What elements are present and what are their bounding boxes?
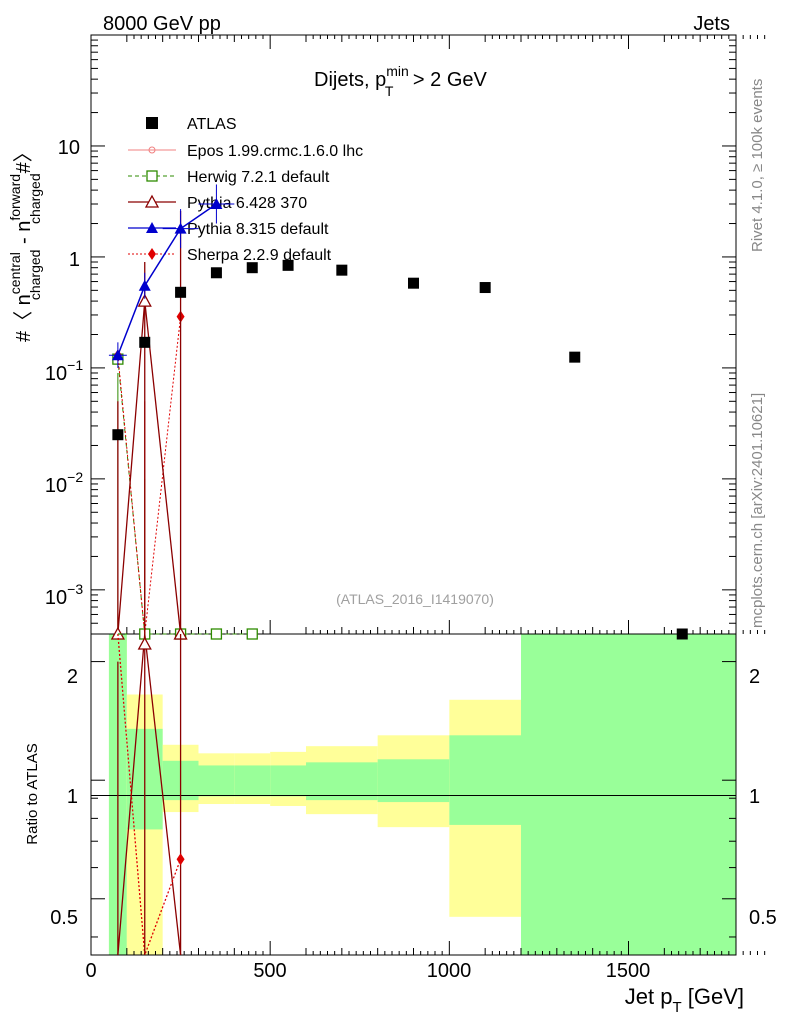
legend-marker-pythia8	[146, 222, 158, 233]
rivet-label: Rivet 4.1.0, ≥ 100k events	[749, 79, 766, 252]
legend-marker-herwig	[146, 170, 158, 182]
atlas-point-8	[479, 282, 491, 294]
sherpa-line	[117, 316, 182, 635]
pythia6-point-1	[137, 293, 152, 307]
herwig-line	[117, 359, 253, 635]
header-right: Jets	[693, 13, 730, 35]
xaxis-label: Jet pT [GeV]	[625, 984, 744, 1016]
legend-marker-pythia6	[144, 194, 160, 208]
ratio-ytick-right-2: 2	[749, 666, 760, 688]
ytick-1e-3: 10−3	[45, 581, 83, 609]
ratio-ytick-2: 2	[67, 666, 78, 688]
atlas-point-2	[175, 286, 187, 298]
ratio-band-green-9	[521, 634, 736, 955]
legend-marker-atlas	[146, 117, 158, 129]
ratio-pythia6-point-1	[137, 636, 152, 650]
ratio-band-green-5	[270, 765, 306, 797]
ytick-10: 10	[58, 137, 80, 159]
pythia8-point-0	[111, 349, 124, 361]
xtick-500: 500	[253, 960, 286, 982]
ytick-1e-1: 10−1	[45, 357, 83, 385]
legend-label-atlas: ATLAS	[187, 116, 237, 133]
ratio-band-green-7	[377, 759, 450, 803]
atlas-point-9	[569, 351, 581, 363]
legend-marker-epos	[148, 146, 156, 154]
atlas-point-7	[408, 277, 419, 289]
ratio-ytick-1: 1	[67, 786, 78, 808]
atlas-point-6	[336, 264, 348, 276]
ratio-bands	[108, 634, 736, 955]
legend-marker-sherpa	[148, 248, 156, 260]
ratio-band-green-6	[306, 762, 378, 801]
ratio-band-green-3	[198, 765, 235, 797]
pythia8-line	[117, 203, 217, 356]
legend-label-pythia8: Pythia 8.315 default	[187, 221, 329, 238]
ratio-band-green-8	[449, 735, 521, 825]
atlas-point-10	[676, 628, 688, 640]
header-left: 8000 GeV pp	[103, 13, 221, 35]
ratio-ytick-0.5: 0.5	[50, 907, 78, 929]
ratio-band-green-4	[234, 765, 271, 797]
atlas-point-3	[210, 267, 222, 279]
atlas-point-5	[282, 259, 294, 271]
main-ylabel: #〈 ncentral charged - nforward charged#〉	[7, 142, 43, 342]
ratio-ytick-right-0.5: 0.5	[749, 907, 777, 929]
atlas-point-4	[246, 262, 258, 274]
legend-label-sherpa: Sherpa 2.2.9 default	[187, 247, 332, 264]
main-ytick-labels: 10−3 10−2 10−1 1 10	[45, 137, 83, 609]
pythia6-line	[117, 301, 182, 635]
herwig-point-3	[210, 628, 223, 640]
xtick-1000: 1000	[427, 960, 472, 982]
pythia8-point-2	[174, 222, 187, 234]
ytick-1: 1	[69, 249, 80, 271]
ratio-sherpa-point-2	[176, 853, 185, 866]
analysis-watermark: (ATLAS_2016_I1419070)	[336, 591, 494, 607]
atlas-point-1	[139, 336, 151, 348]
ytick-1e-2: 10−2	[45, 469, 83, 497]
pythia8-point-3	[210, 197, 223, 209]
legend-label-herwig: Herwig 7.2.1 default	[187, 169, 330, 186]
xtick-1500: 1500	[606, 960, 651, 982]
ratio-ylabel: Ratio to ATLAS	[24, 743, 41, 844]
atlas-point-0	[112, 429, 124, 441]
herwig-point-4	[246, 628, 258, 640]
mcplots-label: mcplots.cern.ch [arXiv:2401.10621]	[749, 393, 766, 628]
legend: ATLAS Epos 1.99.crmc.1.6.0 lhc Herwig 7.…	[128, 116, 363, 264]
pythia8-point-1	[138, 279, 151, 291]
plot-title: Dijets, pmin T > 2 GeV	[314, 63, 488, 99]
ratio-ytick-right-1: 1	[749, 786, 760, 808]
axis-ticks	[90, 35, 766, 955]
data-marks	[108, 184, 688, 956]
legend-label-epos: Epos 1.99.crmc.1.6.0 lhc	[187, 143, 363, 160]
xtick-0: 0	[85, 960, 96, 982]
